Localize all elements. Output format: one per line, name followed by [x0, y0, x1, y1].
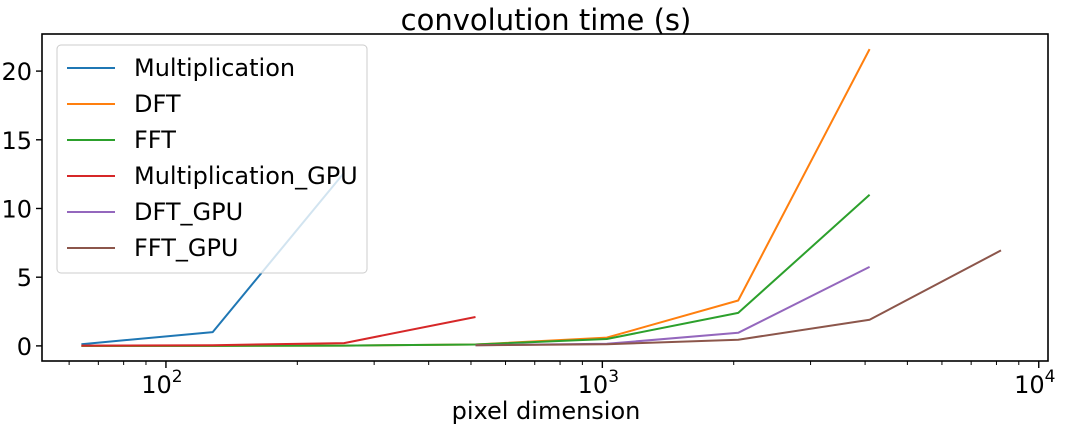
x-tick-label: 102: [141, 367, 182, 399]
y-tick-label: 20: [1, 58, 32, 86]
series-line-dft-gpu: [475, 266, 871, 347]
series-line-multiplication-gpu: [81, 316, 476, 347]
plot-frame: [41, 33, 1049, 362]
x-tick-label: 103: [578, 367, 619, 399]
y-tick-label: 5: [17, 264, 32, 292]
series-layer: [81, 48, 1002, 347]
legend: Multiplication DFT FFT Multiplication_GPU DF…: [56, 44, 368, 274]
y-tick-label: 0: [17, 333, 32, 361]
y-axis: 0 5 10 15 20: [1, 58, 42, 361]
legend-label: Multiplication: [134, 54, 295, 82]
legend-label: FFT_GPU: [134, 234, 238, 262]
legend-box: [56, 44, 368, 274]
series-line-fft-gpu: [475, 249, 1002, 347]
legend-label: FFT: [134, 126, 176, 154]
x-axis-label: pixel dimension: [452, 397, 641, 425]
y-tick-label: 10: [1, 195, 32, 223]
legend-label: Multiplication_GPU: [134, 162, 358, 190]
chart-title: convolution time (s): [401, 3, 692, 37]
y-tick-label: 15: [1, 127, 32, 155]
legend-label: DFT: [134, 90, 181, 118]
x-tick-label: 104: [1014, 367, 1055, 399]
x-axis: 102 103 104: [68, 361, 1055, 399]
legend-label: DFT_GPU: [134, 198, 243, 226]
